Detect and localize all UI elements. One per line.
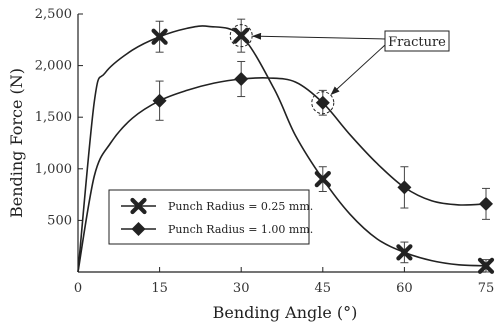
axes xyxy=(77,14,486,273)
fracture-arrow xyxy=(252,32,386,40)
fracture-arrow xyxy=(330,44,386,95)
data-point-cross xyxy=(151,28,168,45)
cross-center xyxy=(482,262,490,270)
legend-marker-diamond xyxy=(131,222,146,236)
legend-box xyxy=(108,189,310,245)
data-point-diamond xyxy=(152,93,167,108)
legend-diamond-glyph xyxy=(131,222,146,236)
y-tick-label: 500 xyxy=(47,213,72,228)
axis-ticks: 0 15 30 45 60 75 500 1,000 1,500 2,000 2,500 xyxy=(35,7,494,296)
x-tick-label: 0 xyxy=(74,281,82,296)
x-tick-label: 15 xyxy=(151,281,168,296)
cross-center xyxy=(135,202,142,210)
fracture-circle xyxy=(311,91,335,115)
x-tick-label: 45 xyxy=(315,281,332,296)
cross-center xyxy=(319,175,326,183)
data-point-diamond xyxy=(315,95,330,110)
x-tick-label: 75 xyxy=(478,281,495,296)
y-tick-label: 1,500 xyxy=(35,110,72,125)
y-tick-label: 1,000 xyxy=(35,162,72,177)
data-point-cross xyxy=(233,27,250,44)
y-tick-label: 2,500 xyxy=(35,7,72,22)
data-point-cross xyxy=(314,171,331,188)
data-point-diamond xyxy=(397,180,412,195)
data-markers xyxy=(151,27,495,274)
x-tick-label: 60 xyxy=(396,281,413,296)
legend-label-series-2: Punch Radius = 1.00 mm. xyxy=(168,223,313,236)
y-axis-title: Bending Force (N) xyxy=(7,68,26,218)
cross-center xyxy=(156,33,163,40)
fracture-label-box xyxy=(384,30,450,52)
x-tick-label: 30 xyxy=(233,281,250,296)
fracture-label: Fracture xyxy=(388,35,446,50)
data-point-diamond xyxy=(234,72,249,87)
data-point-cross xyxy=(396,244,413,261)
cross-center xyxy=(401,249,408,256)
legend-cross-glyph xyxy=(130,197,147,215)
data-point-cross xyxy=(477,257,495,274)
fracture-annotation: Fracture xyxy=(229,24,450,115)
legend-label-series-1: Punch Radius = 0.25 mm. xyxy=(168,200,313,213)
legend: Punch Radius = 0.25 mm. Punch Radius = 1… xyxy=(108,189,313,245)
data-point-diamond xyxy=(479,196,493,211)
cross-center xyxy=(238,32,245,39)
legend-marker-cross xyxy=(130,197,147,215)
y-tick-label: 2,000 xyxy=(35,59,72,74)
series-2-line xyxy=(77,77,487,273)
x-axis-title: Bending Angle (°) xyxy=(213,303,358,322)
